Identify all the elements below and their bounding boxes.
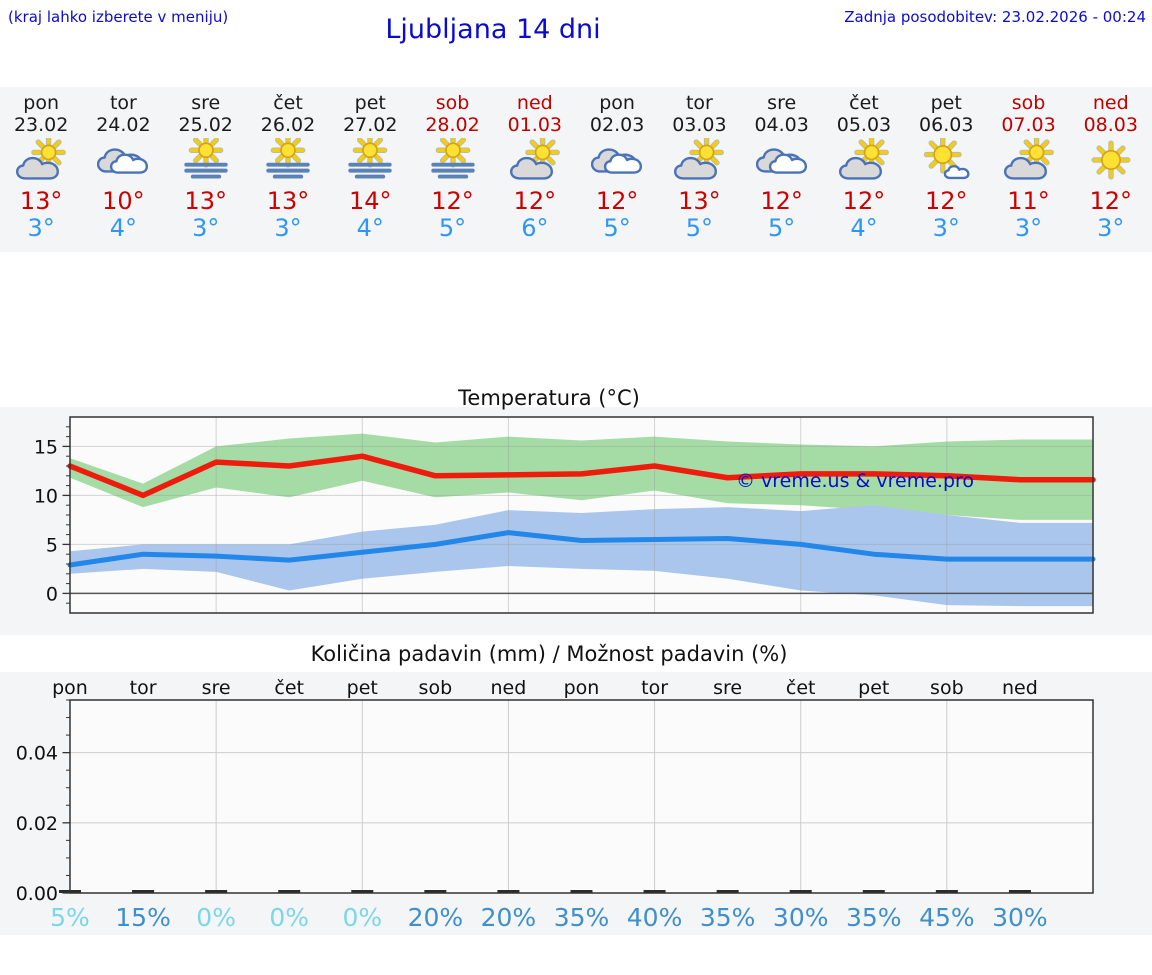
day-column: pon 23.02 13° 3° xyxy=(0,87,82,252)
day-high-temp: 12° xyxy=(1089,187,1133,215)
partly-cloudy-icon xyxy=(509,138,560,180)
day-name: tor xyxy=(685,92,713,114)
day-date: 02.03 xyxy=(589,114,645,136)
day-column: pet 27.02 14° 4° xyxy=(329,87,411,252)
day-column: ned 08.03 12° 3° xyxy=(1070,87,1152,252)
day-low-temp: 5° xyxy=(603,214,631,242)
day-high-temp: 13° xyxy=(19,187,63,215)
day-date: 08.03 xyxy=(1083,114,1138,136)
day-high-temp: 11° xyxy=(1007,187,1050,215)
day-name: ned xyxy=(1092,92,1129,114)
day-low-temp: 3° xyxy=(1097,214,1125,242)
day-low-temp: 6° xyxy=(521,214,549,242)
day-name: ned xyxy=(516,92,553,114)
last-updated-text: Zadnja posodobitev: 23.02.2026 - 00:24 xyxy=(844,8,1146,26)
day-high-temp: 12° xyxy=(924,187,968,215)
day-high-temp: 10° xyxy=(102,187,145,215)
day-low-temp: 3° xyxy=(274,214,302,242)
day-column: sob 28.02 12° 5° xyxy=(411,87,493,252)
day-date: 05.03 xyxy=(836,114,892,136)
page-title: Ljubljana 14 dni xyxy=(385,14,601,45)
day-column: tor 03.03 13° 5° xyxy=(658,87,740,252)
day-low-temp: 3° xyxy=(1014,214,1043,242)
day-low-temp: 5° xyxy=(685,214,714,242)
day-date: 26.02 xyxy=(260,114,316,136)
day-date: 04.03 xyxy=(754,114,809,136)
day-name: tor xyxy=(109,92,137,114)
sunny-icon xyxy=(1091,140,1131,180)
day-name: čet xyxy=(273,92,303,114)
precipitation-chart-title: Količina padavin (mm) / Možnost padavin … xyxy=(310,642,788,666)
day-date: 23.02 xyxy=(13,114,69,136)
day-low-temp: 3° xyxy=(192,214,220,242)
cloudy-icon xyxy=(755,148,807,174)
day-low-temp: 4° xyxy=(356,214,384,242)
day-low-temp: 5° xyxy=(438,214,467,242)
day-low-temp: 3° xyxy=(932,214,960,242)
day-low-temp: 4° xyxy=(109,214,138,242)
day-low-temp: 3° xyxy=(27,214,55,242)
day-column: čet 26.02 13° 3° xyxy=(247,87,329,252)
day-high-temp: 13° xyxy=(678,187,721,215)
day-column: ned 01.03 12° 6° xyxy=(494,87,576,252)
temperature-chart-band xyxy=(0,407,1152,635)
day-low-temp: 4° xyxy=(850,214,878,242)
day-column: tor 24.02 10° 4° xyxy=(82,87,164,252)
day-date: 07.03 xyxy=(1001,114,1056,136)
day-name: sob xyxy=(435,92,470,114)
day-name: sob xyxy=(1011,92,1046,114)
day-column: sob 07.03 11° 3° xyxy=(987,87,1069,252)
day-date: 25.02 xyxy=(178,114,233,136)
day-column: pet 06.03 12° 3° xyxy=(905,87,987,252)
cloudy-icon xyxy=(591,148,643,174)
day-date: 03.03 xyxy=(672,114,727,136)
day-column: čet 05.03 12° 4° xyxy=(823,87,905,252)
temperature-chart-title: Temperatura (°C) xyxy=(458,386,640,410)
day-date: 27.02 xyxy=(343,114,398,136)
sun-fog-icon xyxy=(348,138,392,179)
partly-cloudy-icon xyxy=(838,138,889,180)
day-name: čet xyxy=(849,92,879,114)
day-name: sre xyxy=(191,92,221,114)
partly-cloudy-icon xyxy=(1003,138,1054,180)
day-name: pet xyxy=(930,92,962,114)
partly-cloudy-icon xyxy=(674,138,725,180)
precipitation-chart-band xyxy=(0,672,1152,935)
day-name: sre xyxy=(767,92,797,114)
day-low-temp: 5° xyxy=(768,214,796,242)
day-date: 06.03 xyxy=(919,114,974,136)
day-column: sre 25.02 13° 3° xyxy=(165,87,247,252)
day-date: 01.03 xyxy=(507,114,563,136)
day-column: sre 04.03 12° 5° xyxy=(741,87,823,252)
day-high-temp: 14° xyxy=(348,187,392,215)
cloudy-icon xyxy=(97,148,149,174)
partly-cloudy-icon xyxy=(16,138,67,180)
day-high-temp: 13° xyxy=(184,187,227,215)
sun-fog-icon xyxy=(430,138,475,179)
day-column: pon 02.03 12° 5° xyxy=(576,87,658,252)
day-high-temp: 12° xyxy=(595,187,639,215)
day-name: pon xyxy=(23,92,59,114)
day-name: pon xyxy=(599,92,635,114)
sun-fog-icon xyxy=(184,138,228,179)
day-date: 28.02 xyxy=(425,114,480,136)
menu-hint-text: (kraj lahko izberete v meniju) xyxy=(8,8,229,26)
mostly-sunny-icon xyxy=(924,138,970,180)
day-date: 24.02 xyxy=(96,114,151,136)
day-high-temp: 13° xyxy=(266,187,310,215)
day-high-temp: 12° xyxy=(842,187,886,215)
day-high-temp: 12° xyxy=(431,187,474,215)
day-high-temp: 12° xyxy=(760,187,803,215)
sun-fog-icon xyxy=(266,138,310,179)
day-name: pet xyxy=(354,92,386,114)
forecast-day-strip: pon 23.02 13° 3° tor 24.02 10° 4° sre 25.02 13° 3° č… xyxy=(0,87,1152,252)
day-high-temp: 12° xyxy=(513,187,557,215)
